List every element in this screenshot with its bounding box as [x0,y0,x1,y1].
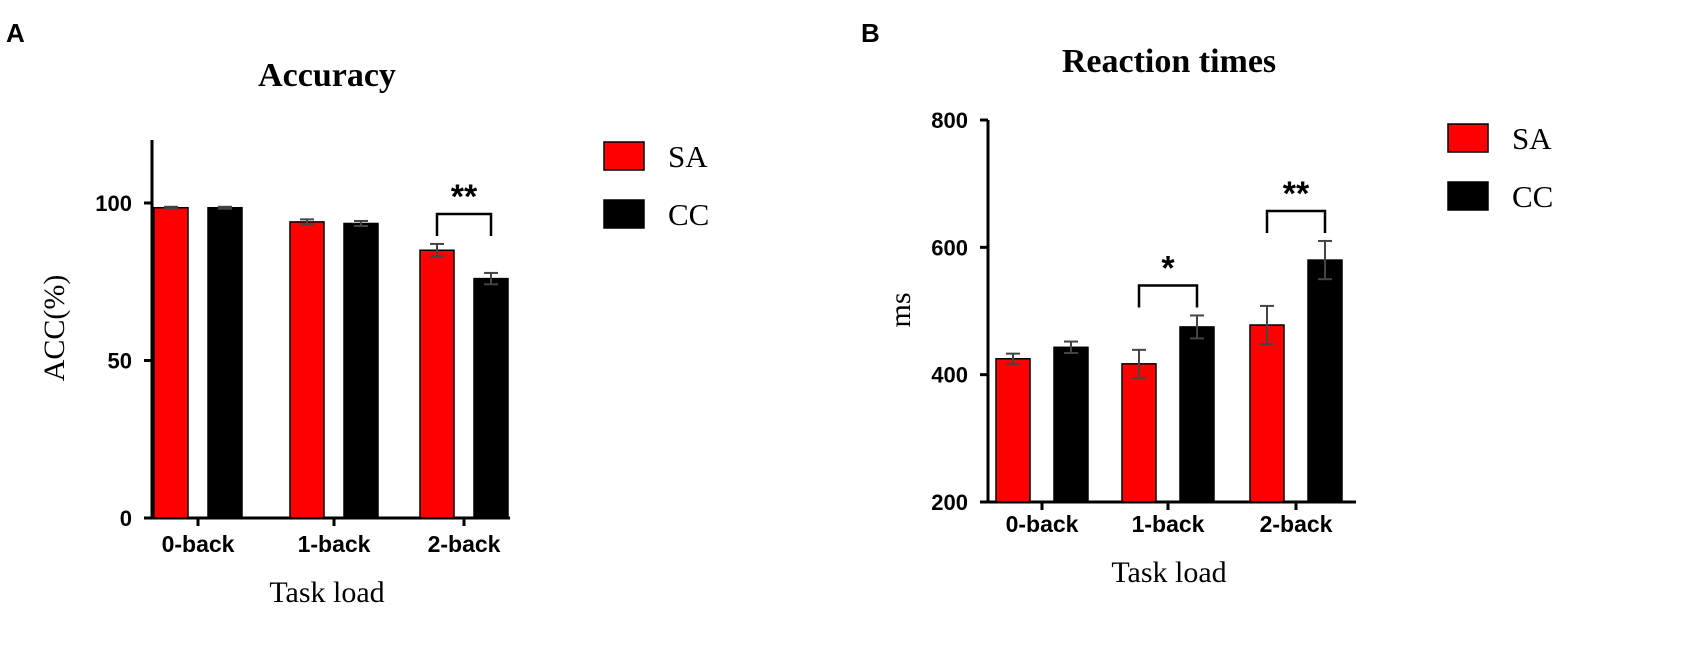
bar-cc-0-back [207,206,243,519]
legend-label-sa: SA [1512,121,1552,156]
y-tick-label: 0 [120,506,132,531]
significance-marker: ** [451,178,478,216]
y-tick-label: 600 [931,235,968,260]
significance-bracket [1137,284,1199,308]
x-tick-label: 1-back [298,531,371,557]
y-tick-label: 800 [931,108,968,133]
legend-swatch-cc [1447,181,1489,211]
accuracy-chart: 0 50 100 0-back 1-back 2-back ** SA CC [95,139,709,557]
x-tick-label: 2-back [428,531,501,557]
bar-cc-2-back [1307,259,1343,503]
y-tick-label: 100 [95,191,132,216]
legend-swatch-cc [603,199,645,229]
significance-bracket [435,212,493,236]
bar-sa-0-back [995,358,1031,503]
bar-cc-0-back [1053,346,1089,503]
legend-label-cc: CC [1512,179,1553,214]
bar-sa-1-back [1121,363,1157,503]
x-tick-label: 1-back [1132,511,1205,537]
x-tick-label: 2-back [1260,511,1333,537]
bar-cc-1-back [343,222,379,519]
x-axis-label-a: Task load [269,576,384,609]
bar-sa-2-back [419,249,455,519]
significance-marker: * [1161,249,1175,287]
bar-sa-0-back [153,206,189,519]
bar-cc-2-back [473,277,509,519]
chart-title-accuracy: Accuracy [258,57,396,94]
y-tick-label: 400 [931,363,968,388]
legend-swatch-sa [603,141,645,171]
legend-label-sa: SA [668,139,708,174]
y-tick-label: 50 [108,349,132,374]
reaction-times-chart: 200 400 600 800 0-back 1-back * 2-back ** SA CC [931,108,1553,537]
y-axis-label-a: ACC(%) [38,275,71,382]
bar-sa-1-back [289,221,325,519]
chart-title-reaction-times: Reaction times [1062,43,1276,80]
y-tick-label: 200 [931,490,968,515]
legend-label-cc: CC [668,197,709,232]
y-axis-label-b: ms [884,292,917,327]
bar-cc-1-back [1179,326,1215,503]
panel-letter-a: A [6,18,25,48]
legend-swatch-sa [1447,123,1489,153]
x-tick-label: 0-back [162,531,235,557]
significance-bracket [1265,209,1327,233]
panel-letter-b: B [861,18,880,48]
x-axis-label-b: Task load [1111,556,1226,589]
significance-marker: ** [1283,175,1310,213]
bar-sa-2-back [1249,324,1285,503]
x-tick-label: 0-back [1006,511,1079,537]
